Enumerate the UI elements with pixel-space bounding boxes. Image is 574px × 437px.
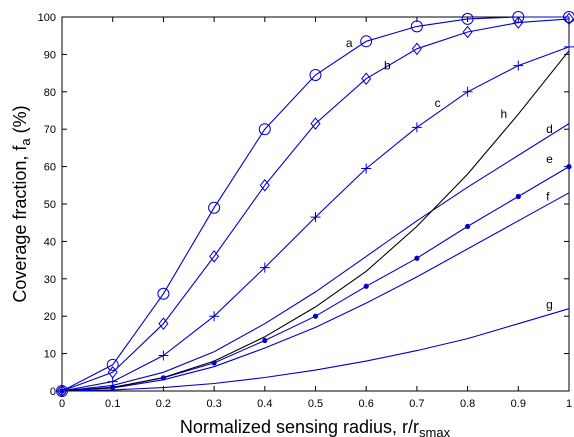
data-point-e — [110, 384, 116, 390]
series-line-a — [61, 16, 569, 392]
y-tick-label: 20 — [44, 311, 56, 323]
data-point-a — [208, 201, 221, 214]
data-point-e — [515, 193, 521, 200]
x-tick-label: 0.5 — [308, 398, 323, 410]
curve-label-f: f — [546, 189, 550, 203]
x-tick-label: 0.1 — [105, 398, 120, 410]
series-line-h — [61, 50, 570, 392]
y-tick-label: 30 — [44, 274, 56, 286]
data-point-e — [262, 337, 268, 344]
series-line-d — [61, 123, 570, 392]
data-point-c — [310, 212, 321, 223]
curve-label-g: g — [546, 298, 553, 312]
data-point-a — [410, 20, 423, 33]
data-point-a — [512, 11, 525, 23]
data-point-a — [258, 123, 271, 136]
curve-label-b: b — [384, 58, 391, 72]
curve-label-c: c — [435, 96, 441, 110]
data-point-a — [461, 12, 474, 25]
y-tick-label: 0 — [50, 386, 56, 398]
data-point-e — [414, 255, 420, 261]
x-axis-label: Normalized sensing radius, r/rsmax — [180, 417, 451, 437]
data-point-b — [361, 72, 372, 86]
data-point-c — [259, 262, 270, 273]
y-tick-label: 80 — [44, 87, 56, 99]
x-tick-label: 0.3 — [206, 398, 221, 410]
data-point-a — [360, 35, 373, 48]
data-point-e — [363, 283, 369, 289]
x-axis-ticks: 0 0.1 0.2 0.3 0.4 0.5 0.6 0.7 0.8 0.9 1 — [59, 17, 572, 410]
data-point-e — [59, 388, 65, 394]
data-point-b — [310, 117, 321, 130]
data-point-a — [309, 68, 322, 81]
y-tick-label: 90 — [44, 49, 56, 61]
data-point-b — [462, 25, 473, 39]
series-markers — [56, 11, 574, 398]
data-point-b — [259, 178, 270, 192]
curve-labels: a b c h d e f g — [346, 36, 553, 312]
data-point-c — [462, 86, 473, 97]
data-point-e — [211, 360, 217, 366]
y-tick-label: 60 — [44, 162, 56, 174]
data-point-c — [411, 122, 422, 133]
data-point-b — [513, 16, 524, 29]
data-point-b — [563, 12, 574, 26]
y-tick-label: 50 — [44, 199, 56, 211]
x-tick-label: 0.7 — [409, 398, 424, 410]
data-point-e — [566, 164, 572, 170]
y-axis-ticks: 0 10 20 30 40 50 60 70 80 90 100 — [38, 12, 569, 398]
x-tick-label: 0.2 — [156, 398, 171, 410]
x-tick-label: 0.6 — [359, 398, 374, 410]
curve-label-d: d — [546, 122, 553, 136]
series-line-e — [61, 166, 570, 392]
series-lines — [61, 16, 570, 392]
data-point-a — [106, 358, 119, 371]
y-tick-label: 10 — [44, 349, 56, 361]
x-tick-label: 0 — [59, 398, 65, 410]
y-tick-label: 40 — [44, 236, 56, 248]
data-point-c — [564, 41, 574, 52]
x-tick-label: 1 — [566, 398, 572, 410]
plot-frame — [61, 16, 570, 392]
data-point-c — [361, 163, 372, 174]
curve-label-a: a — [346, 36, 353, 50]
data-point-c — [513, 60, 524, 71]
y-tick-label: 70 — [44, 124, 56, 136]
data-point-b — [209, 250, 220, 263]
series-line-g — [61, 308, 570, 392]
x-tick-label: 0.9 — [511, 398, 526, 410]
data-point-a — [563, 11, 574, 23]
series-line-b — [61, 18, 570, 392]
curve-label-h: h — [501, 107, 508, 121]
data-point-e — [312, 313, 319, 319]
data-point-c — [209, 311, 220, 322]
data-point-a — [157, 287, 170, 300]
x-tick-label: 0.8 — [460, 398, 475, 410]
origin-point — [57, 386, 67, 396]
curve-label-e: e — [546, 152, 553, 166]
y-axis-label: Coverage fraction, fa (%) — [10, 105, 33, 302]
data-point-c — [158, 350, 169, 361]
data-point-b — [56, 384, 68, 398]
data-point-e — [465, 223, 471, 230]
x-tick-label: 0.4 — [257, 398, 272, 410]
data-point-e — [160, 375, 166, 381]
series-line-f — [61, 192, 570, 392]
data-point-b — [411, 42, 422, 56]
y-tick-label: 100 — [38, 12, 56, 24]
data-point-b — [158, 317, 169, 330]
